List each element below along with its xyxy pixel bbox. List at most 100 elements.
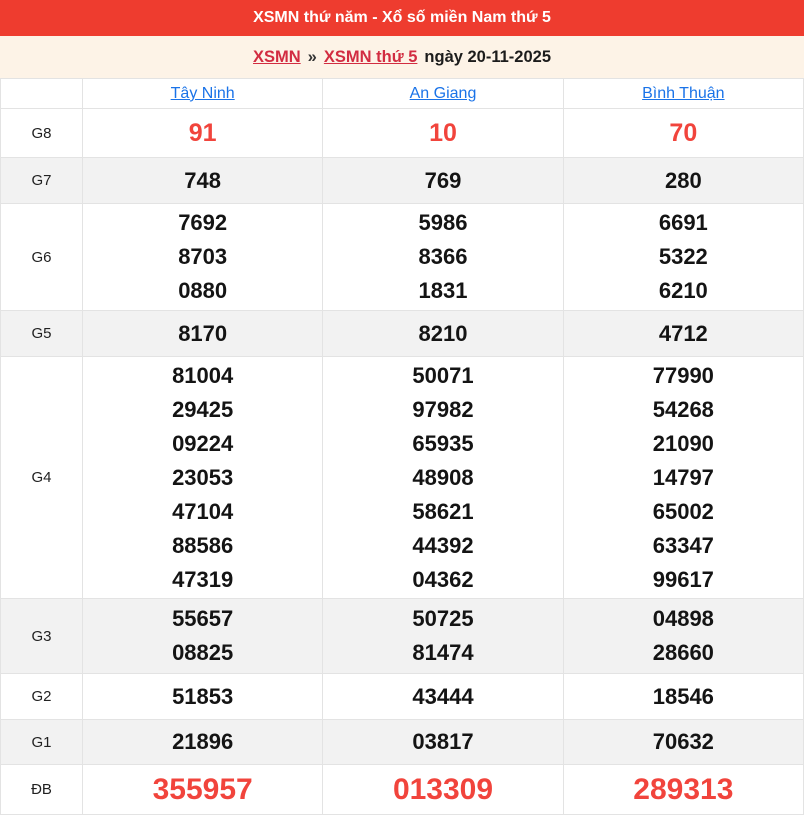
result-number: 013309 <box>392 772 494 806</box>
result-number: 28660 <box>652 640 714 665</box>
result-cell-g5-1: 8210 <box>322 310 564 357</box>
result-number: 81474 <box>412 640 474 665</box>
result-number: 50071 <box>412 362 474 388</box>
prize-label-g3: G3 <box>0 598 83 674</box>
result-number: 1831 <box>418 278 468 303</box>
province-link-binh-thuan[interactable]: Bình Thuận <box>642 84 725 102</box>
result-number: 7692 <box>178 210 228 235</box>
result-number: 43444 <box>412 683 474 709</box>
province-link-tay-ninh[interactable]: Tây Ninh <box>170 84 235 102</box>
result-number: 14797 <box>652 464 714 490</box>
result-number: 65935 <box>412 430 474 456</box>
result-cell-g7-2: 280 <box>562 157 804 204</box>
result-number: 99617 <box>652 566 714 592</box>
prize-row-g4: G4 81004 29425 09224 23053 47104 88586 47319 500… <box>0 356 804 599</box>
result-number: 6691 <box>658 210 708 235</box>
result-number: 355957 <box>152 772 253 806</box>
result-number: 54268 <box>652 396 714 422</box>
result-cell-g1-0: 21896 <box>81 719 324 765</box>
result-cell-db-1: 013309 <box>322 764 564 815</box>
results-body: G8 91 10 70 G7 748 769 280 G6 7692 8703 0880 5986 836… <box>0 108 804 815</box>
result-cell-db-2: 289313 <box>562 764 804 815</box>
result-number: 70632 <box>652 729 714 754</box>
prize-label-g1: G1 <box>0 719 83 765</box>
page-title: XSMN thứ năm - Xổ số miền Nam thứ 5 <box>0 0 804 36</box>
prize-row-g5: G5 8170 8210 4712 <box>0 310 804 357</box>
result-cell-g2-1: 43444 <box>322 673 564 720</box>
prize-label-g8: G8 <box>0 108 83 158</box>
prize-row-g7: G7 748 769 280 <box>0 157 804 204</box>
result-number: 04898 <box>652 606 714 631</box>
result-cell-g5-2: 4712 <box>562 310 804 357</box>
result-cell-g6-1: 5986 8366 1831 <box>322 203 564 311</box>
result-cell-g4-1: 50071 97982 65935 48908 58621 44392 04362 <box>322 356 564 599</box>
breadcrumb-link-xsmn-thu-5[interactable]: XSMN thứ 5 <box>323 47 418 66</box>
province-header-tay-ninh: Tây Ninh <box>81 78 324 109</box>
result-number: 21090 <box>652 430 714 456</box>
prize-column-header-empty <box>0 78 83 109</box>
prize-row-g3: G3 55657 08825 50725 81474 04898 28660 <box>0 598 804 674</box>
result-number: 04362 <box>412 566 474 592</box>
result-number: 08825 <box>172 640 234 665</box>
prize-row-g6: G6 7692 8703 0880 5986 8366 1831 6691 5322 6210 <box>0 203 804 311</box>
result-number: 77990 <box>652 362 714 388</box>
breadcrumb-date: ngày 20-11-2025 <box>424 47 551 66</box>
result-number: 55657 <box>172 606 234 631</box>
result-number: 50725 <box>412 606 474 631</box>
breadcrumb: XSMN » XSMN thứ 5 ngày 20-11-2025 <box>0 36 804 78</box>
breadcrumb-separator: » <box>307 47 317 66</box>
result-cell-g8-2: 70 <box>562 108 804 158</box>
result-cell-g2-0: 51853 <box>81 673 324 720</box>
results-table: Tây Ninh An Giang Bình Thuận G8 91 10 70 G7 7… <box>0 78 804 815</box>
result-number: 09224 <box>172 430 234 456</box>
province-link-an-giang[interactable]: An Giang <box>409 84 477 102</box>
result-number: 280 <box>664 167 702 193</box>
result-number: 81004 <box>172 362 234 388</box>
result-number: 70 <box>669 119 698 147</box>
prize-row-g8: G8 91 10 70 <box>0 108 804 158</box>
result-number: 47104 <box>172 498 234 524</box>
result-cell-g2-2: 18546 <box>562 673 804 720</box>
result-cell-g7-0: 748 <box>81 157 324 204</box>
result-cell-db-0: 355957 <box>81 764 324 815</box>
result-cell-g5-0: 8170 <box>81 310 324 357</box>
result-number: 44392 <box>412 532 474 558</box>
result-number: 48908 <box>412 464 474 490</box>
result-number: 03817 <box>412 729 474 754</box>
result-number: 88586 <box>172 532 234 558</box>
result-cell-g8-1: 10 <box>322 108 564 158</box>
prize-row-g2: G2 51853 43444 18546 <box>0 673 804 720</box>
prize-label-g6: G6 <box>0 203 83 311</box>
result-cell-g4-0: 81004 29425 09224 23053 47104 88586 47319 <box>81 356 324 599</box>
result-number: 51853 <box>172 683 234 709</box>
result-number: 8170 <box>178 320 228 346</box>
result-number: 6210 <box>658 278 708 303</box>
result-cell-g6-2: 6691 5322 6210 <box>562 203 804 311</box>
prize-label-g5: G5 <box>0 310 83 357</box>
result-number: 21896 <box>172 729 234 754</box>
result-cell-g8-0: 91 <box>81 108 324 158</box>
result-number: 97982 <box>412 396 474 422</box>
prize-label-g2: G2 <box>0 673 83 720</box>
result-cell-g6-0: 7692 8703 0880 <box>81 203 324 311</box>
result-number: 4712 <box>658 320 708 346</box>
result-cell-g3-1: 50725 81474 <box>322 598 564 674</box>
result-number: 23053 <box>172 464 234 490</box>
breadcrumb-link-xsmn[interactable]: XSMN <box>253 47 301 66</box>
result-number: 289313 <box>633 772 734 806</box>
result-cell-g1-2: 70632 <box>562 719 804 765</box>
prize-label-g4: G4 <box>0 356 83 599</box>
page-title-text: XSMN thứ năm - Xổ số miền Nam thứ 5 <box>253 9 551 26</box>
result-number: 91 <box>188 119 217 147</box>
result-number: 748 <box>184 167 222 193</box>
result-number: 769 <box>424 167 462 193</box>
result-cell-g1-1: 03817 <box>322 719 564 765</box>
result-number: 10 <box>429 119 457 147</box>
province-header-binh-thuan: Bình Thuận <box>562 78 804 109</box>
prize-label-g7: G7 <box>0 157 83 204</box>
result-cell-g3-2: 04898 28660 <box>562 598 804 674</box>
prize-label-db: ĐB <box>0 764 83 815</box>
result-cell-g7-1: 769 <box>322 157 564 204</box>
result-number: 47319 <box>172 566 234 592</box>
result-number: 5986 <box>418 210 468 235</box>
